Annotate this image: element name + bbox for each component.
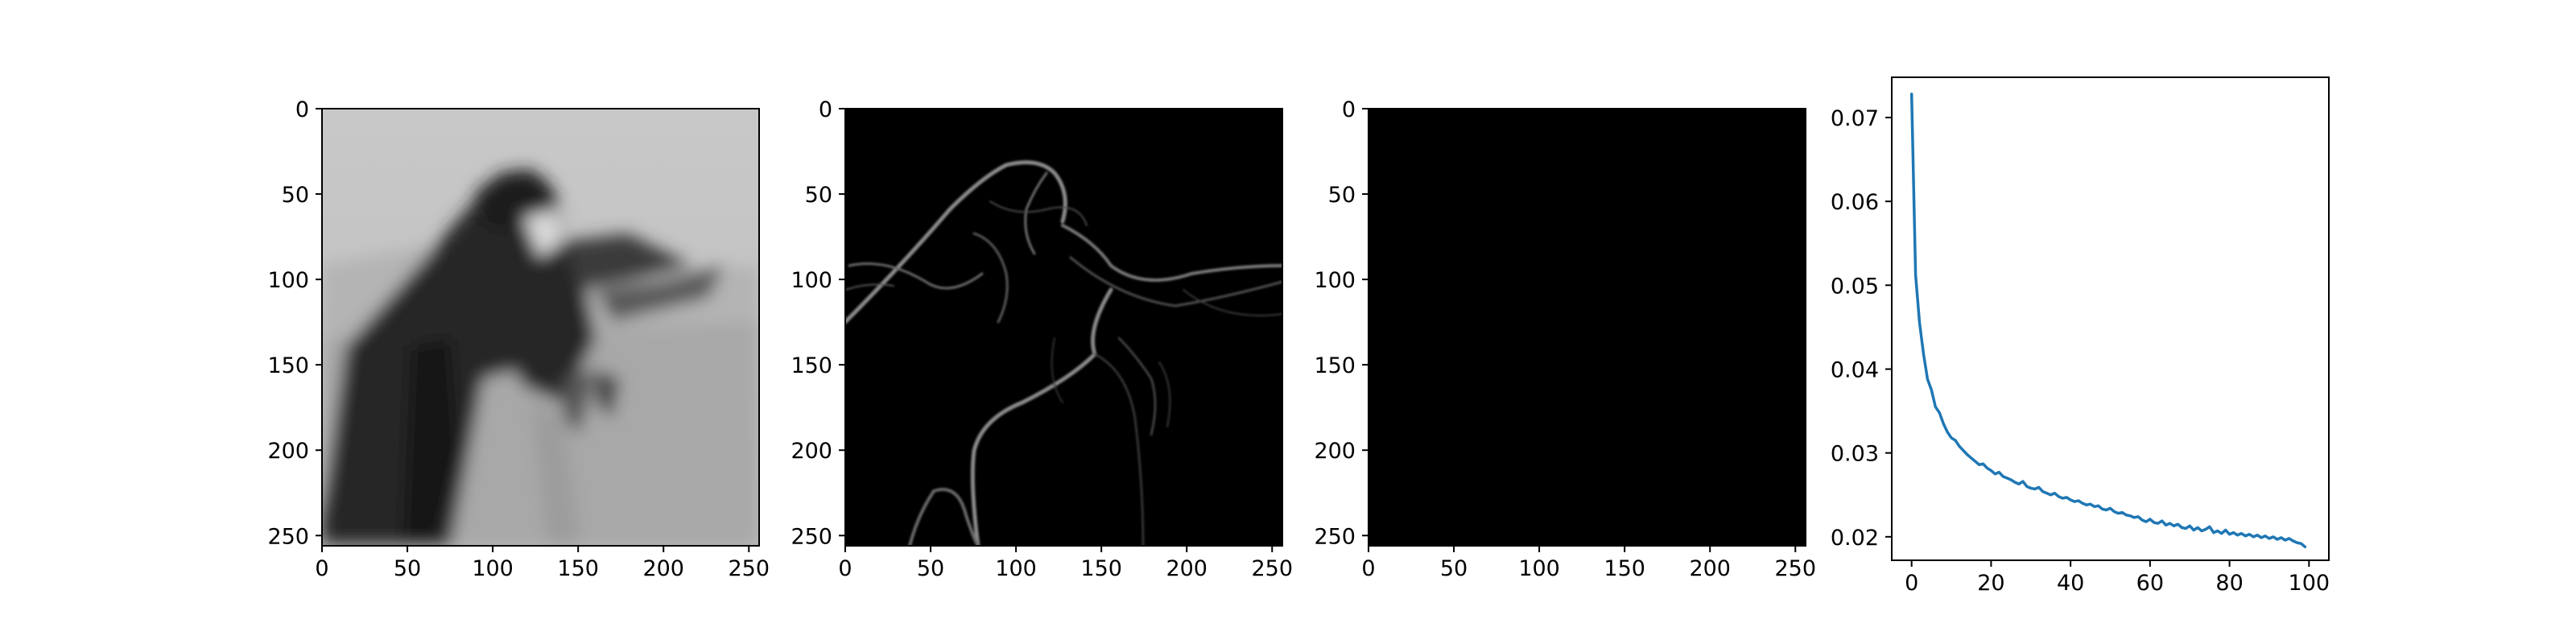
edge-image-x-tick-label: 200 [1166, 556, 1208, 581]
edge-image-y-tick-label: 150 [791, 353, 832, 378]
line-chart-x-tick-label: 80 [2215, 571, 2243, 596]
line-chart-x-tick-label: 20 [1977, 571, 2004, 596]
line-chart-y-tick-label: 0.04 [1831, 358, 1879, 383]
blank-image-raster [1368, 109, 1806, 546]
blank-image-x-tick-label: 100 [1518, 556, 1560, 581]
filtered-image-y-ticks: 0 50 100 150 200 250 [267, 97, 322, 549]
panel-line-chart: 0 20 40 60 80 100 0.02 0.03 0.04 0.05 0.06 0.07 [1831, 76, 2330, 596]
line-chart-series [1909, 93, 2307, 549]
edge-image-x-tick-label: 100 [995, 556, 1037, 581]
filtered-image-x-tick-label: 100 [472, 556, 514, 581]
filtered-image-x-ticks: 0 50 100 150 200 250 [315, 546, 770, 581]
blank-image-x-tick-label: 50 [1440, 556, 1468, 581]
filtered-image-x-tick-label: 50 [394, 556, 421, 581]
blank-image-y-tick-label: 150 [1314, 353, 1356, 378]
blank-image-y-tick-label: 0 [1342, 97, 1356, 122]
blank-image-y-tick-label: 50 [1328, 183, 1356, 208]
edge-image-y-tick-label: 100 [791, 268, 832, 293]
edge-image-y-tick-label: 250 [791, 524, 832, 549]
filtered-image-y-tick-label: 0 [295, 97, 309, 122]
line-chart-x-tick-label: 100 [2289, 571, 2330, 596]
line-chart-y-tick-label: 0.02 [1831, 526, 1879, 551]
blank-image-y-tick-label: 250 [1314, 524, 1356, 549]
line-chart-frame [1891, 76, 2330, 561]
panel-edge-image: 0 50 100 150 200 250 0 50 100 150 200 250 [791, 97, 1293, 581]
edge-image-x-tick-label: 250 [1252, 556, 1294, 581]
filtered-image-x-tick-label: 250 [729, 556, 770, 581]
filtered-image-y-tick-label: 50 [282, 183, 309, 208]
edge-image-y-tick-label: 0 [819, 97, 832, 122]
line-chart-x-tick-label: 60 [2136, 571, 2164, 596]
edge-image-frame [844, 108, 1283, 547]
filtered-image-y-tick-label: 250 [267, 524, 309, 549]
line-chart-x-tick-label: 0 [1905, 571, 1918, 596]
blank-image-x-ticks: 0 50 100 150 200 250 [1361, 546, 1816, 581]
edge-image-y-tick-label: 200 [791, 439, 832, 464]
line-chart-x-tick-label: 40 [2057, 571, 2084, 596]
filtered-image-y-tick-label: 200 [267, 439, 309, 464]
filtered-image-x-tick-label: 150 [557, 556, 599, 581]
blank-image-y-ticks: 0 50 100 150 200 250 [1314, 97, 1368, 549]
blank-image-x-tick-label: 200 [1689, 556, 1731, 581]
filtered-image-frame [321, 108, 760, 547]
edge-image-y-ticks: 0 50 100 150 200 250 [791, 97, 845, 549]
line-chart-y-ticks: 0.02 0.03 0.04 0.05 0.06 0.07 [1831, 106, 1892, 551]
line-chart-y-tick-label: 0.07 [1831, 106, 1879, 131]
blank-image-y-tick-label: 100 [1314, 268, 1356, 293]
blank-image-x-tick-label: 150 [1604, 556, 1645, 581]
filtered-image-y-tick-label: 100 [267, 268, 309, 293]
filtered-image-x-tick-label: 200 [642, 556, 684, 581]
line-chart-y-tick-label: 0.03 [1831, 442, 1879, 467]
panel-blank-image: 0 50 100 150 200 250 0 50 100 150 200 250 [1314, 97, 1816, 581]
edge-image-x-ticks: 0 50 100 150 200 250 [838, 546, 1293, 581]
line-chart-y-tick-label: 0.05 [1831, 274, 1879, 299]
blank-image-x-tick-label: 250 [1775, 556, 1817, 581]
blank-image-x-tick-label: 0 [1361, 556, 1375, 581]
edge-image-y-tick-label: 50 [805, 183, 832, 208]
blank-image-y-tick-label: 200 [1314, 439, 1356, 464]
blank-image-frame [1368, 108, 1806, 547]
filtered-image-raster [322, 109, 759, 546]
edge-image-x-tick-label: 0 [838, 556, 852, 581]
filtered-image-x-tick-label: 0 [315, 556, 328, 581]
edge-image-x-tick-label: 150 [1080, 556, 1122, 581]
line-chart-x-ticks: 0 20 40 60 80 100 [1905, 560, 2330, 596]
panel-filtered-image: 0 50 100 150 200 250 0 50 100 150 200 250 [267, 97, 770, 581]
edge-image-raster [845, 109, 1282, 546]
series-line-0 [1909, 93, 2307, 549]
line-chart-background [1892, 77, 2329, 560]
filtered-image-y-tick-label: 150 [267, 353, 309, 378]
line-chart-y-tick-label: 0.06 [1831, 190, 1879, 215]
edge-image-x-tick-label: 50 [917, 556, 944, 581]
